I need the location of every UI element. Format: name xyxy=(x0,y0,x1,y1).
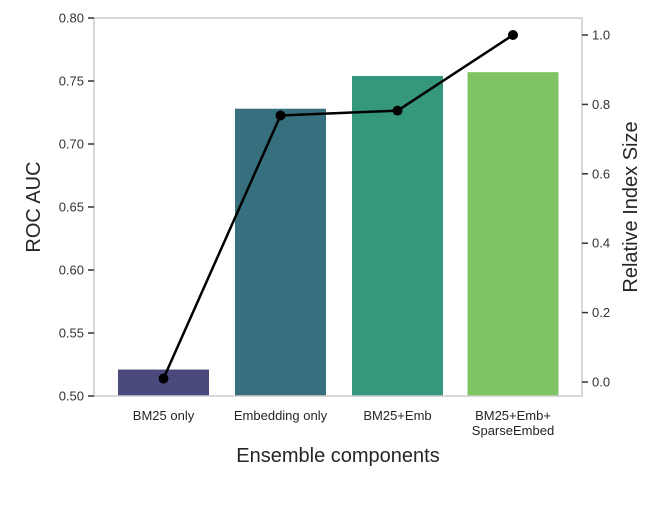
y-tick-label: 0.75 xyxy=(59,74,84,89)
bar xyxy=(467,72,559,397)
line-marker xyxy=(158,373,169,384)
y-right-tick-label: 1.0 xyxy=(592,28,610,43)
bar xyxy=(352,75,443,397)
x-tick-label: BM25+Emb+ SparseEmbed xyxy=(472,408,554,438)
y-axis-right-title: Relative Index Size xyxy=(620,121,642,292)
left-y-axis: 0.50 0.55 0.60 0.65 0.70 0.75 0.80 xyxy=(59,11,94,404)
y-right-tick-label: 0.8 xyxy=(592,97,610,112)
y-tick-label: 0.70 xyxy=(59,137,84,152)
y-tick-label: 0.60 xyxy=(59,263,84,278)
line-marker xyxy=(508,30,518,40)
y-right-tick-label: 0.4 xyxy=(592,236,610,251)
y-axis-title: ROC AUC xyxy=(23,161,45,252)
line-marker xyxy=(275,110,286,121)
bar xyxy=(235,108,326,396)
bars xyxy=(118,72,559,397)
y-right-tick-label: 0.0 xyxy=(592,375,610,390)
y-tick-label: 0.80 xyxy=(59,11,84,26)
right-y-axis: 0.0 0.2 0.4 0.6 0.8 1.0 xyxy=(582,28,610,390)
y-right-tick-label: 0.2 xyxy=(592,305,610,320)
y-tick-label: 0.55 xyxy=(59,326,84,341)
x-tick-label: BM25+Emb xyxy=(363,408,431,423)
y-tick-label: 0.65 xyxy=(59,200,84,215)
index-size-line xyxy=(158,30,518,384)
line-path xyxy=(162,33,514,380)
x-axis: BM25 only Embedding only BM25+Emb BM25+Emb+… xyxy=(133,408,554,438)
x-axis-title: Ensemble components xyxy=(236,445,439,467)
x-tick-label: Embedding only xyxy=(234,408,328,423)
y-right-tick-label: 0.6 xyxy=(592,166,610,181)
y-tick-label: 0.50 xyxy=(59,389,84,404)
x-tick-label: BM25 only xyxy=(133,408,195,423)
line-marker xyxy=(392,105,403,116)
